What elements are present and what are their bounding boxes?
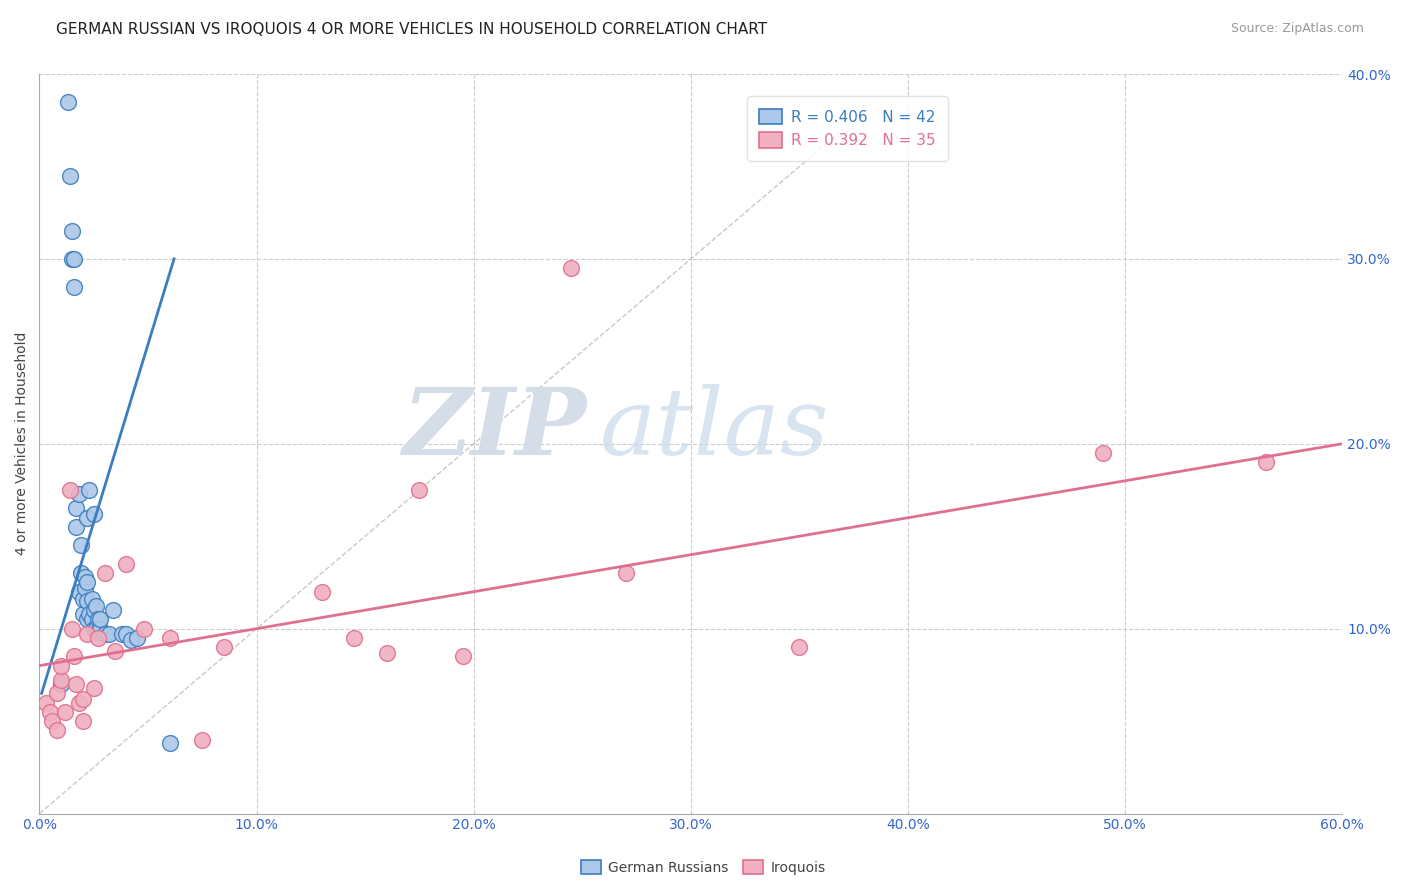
Point (83, 603, 105, 617)
Point (1256, 455, 1278, 469)
Point (311, 584, 333, 599)
Legend: R = 0.406   N = 42, R = 0.392   N = 35: R = 0.406 N = 42, R = 0.392 N = 35 (747, 96, 948, 161)
Text: atlas: atlas (599, 384, 830, 474)
Point (93, 566, 115, 581)
Y-axis label: 4 or more Vehicles in Household: 4 or more Vehicles in Household (15, 332, 30, 556)
Point (127, 631, 149, 645)
Point (79, 483, 101, 497)
Point (63, 252, 86, 266)
Point (212, 640, 235, 655)
Point (73, 570, 96, 584)
Point (55, 705, 77, 719)
Point (35, 696, 58, 710)
Point (120, 632, 142, 647)
Point (72, 592, 94, 607)
Point (80, 612, 103, 626)
Point (72, 714, 94, 728)
Text: Source: ZipAtlas.com: Source: ZipAtlas.com (1230, 22, 1364, 36)
Point (451, 649, 474, 664)
Point (76, 510, 98, 524)
Point (789, 640, 811, 655)
Point (408, 483, 430, 497)
Point (83, 507, 105, 521)
Point (79, 607, 101, 621)
Point (67, 696, 90, 710)
Point (49, 677, 72, 691)
Point (159, 736, 181, 750)
Point (159, 631, 181, 645)
Point (60, 224, 83, 238)
Point (72, 692, 94, 706)
Point (65, 501, 87, 516)
Point (97, 627, 120, 641)
Text: ZIP: ZIP (402, 384, 586, 474)
Point (84, 622, 107, 636)
Point (56, 95, 79, 109)
Point (45, 686, 67, 700)
Point (89, 622, 111, 636)
Point (49, 673, 72, 688)
Point (132, 622, 155, 636)
Point (87, 625, 110, 640)
Point (343, 631, 366, 645)
Point (65, 677, 87, 691)
Point (49, 658, 72, 673)
Point (111, 627, 134, 641)
Point (83, 681, 105, 695)
Point (60, 622, 83, 636)
Point (115, 627, 138, 641)
Point (191, 732, 214, 747)
Point (83, 622, 105, 636)
Point (63, 279, 86, 293)
Point (1092, 446, 1115, 460)
Point (69, 539, 91, 553)
Point (45, 723, 67, 738)
Point (76, 594, 98, 608)
Point (59, 169, 82, 183)
Point (67, 584, 90, 599)
Point (103, 603, 125, 617)
Point (63, 649, 86, 664)
Point (41, 714, 63, 728)
Legend: German Russians, Iroquois: German Russians, Iroquois (575, 855, 831, 880)
Point (93, 627, 115, 641)
Point (115, 557, 138, 571)
Point (60, 252, 83, 266)
Point (39, 705, 62, 719)
Text: GERMAN RUSSIAN VS IROQUOIS 4 OR MORE VEHICLES IN HOUSEHOLD CORRELATION CHART: GERMAN RUSSIAN VS IROQUOIS 4 OR MORE VEH… (56, 22, 768, 37)
Point (84, 599, 107, 614)
Point (59, 483, 82, 497)
Point (76, 575, 98, 590)
Point (89, 612, 111, 626)
Point (72, 607, 94, 621)
Point (87, 612, 110, 626)
Point (560, 261, 582, 276)
Point (614, 566, 637, 581)
Point (76, 612, 98, 626)
Point (73, 581, 96, 595)
Point (87, 631, 110, 645)
Point (375, 646, 398, 660)
Point (76, 627, 98, 641)
Point (65, 520, 87, 534)
Point (104, 644, 127, 658)
Point (80, 592, 103, 607)
Point (67, 486, 90, 500)
Point (69, 566, 91, 581)
